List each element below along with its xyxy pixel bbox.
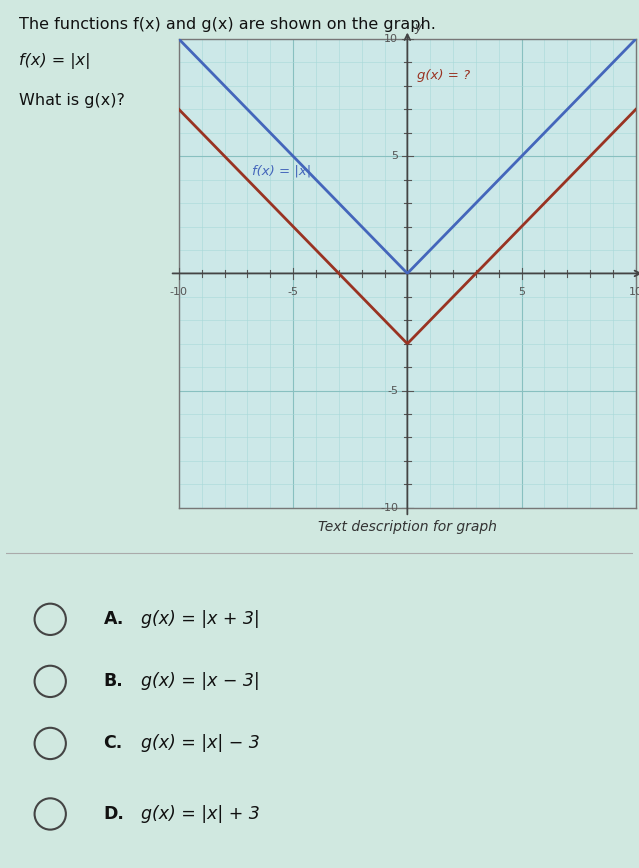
- Text: 5: 5: [518, 287, 525, 298]
- Text: -5: -5: [288, 287, 298, 298]
- Text: g(x) = ?: g(x) = ?: [417, 69, 470, 82]
- Text: 5: 5: [391, 151, 398, 161]
- Text: D.: D.: [104, 805, 125, 823]
- Text: f(x) = |x|: f(x) = |x|: [19, 53, 90, 69]
- Text: C.: C.: [104, 734, 123, 753]
- Text: 10: 10: [384, 34, 398, 44]
- Text: g(x) = |x − 3|: g(x) = |x − 3|: [141, 673, 260, 690]
- Text: g(x) = |x| + 3: g(x) = |x| + 3: [141, 805, 260, 823]
- Text: -10: -10: [380, 503, 398, 513]
- Text: B.: B.: [104, 673, 123, 690]
- Text: g(x) = |x| − 3: g(x) = |x| − 3: [141, 734, 260, 753]
- Text: What is g(x)?: What is g(x)?: [19, 94, 125, 108]
- Text: f(x) = |x|: f(x) = |x|: [252, 165, 311, 178]
- Text: y: y: [414, 21, 422, 34]
- Text: The functions f(x) and g(x) are shown on the graph.: The functions f(x) and g(x) are shown on…: [19, 17, 436, 32]
- Text: g(x) = |x + 3|: g(x) = |x + 3|: [141, 610, 260, 628]
- Text: Text description for graph: Text description for graph: [318, 520, 497, 535]
- Text: -5: -5: [387, 385, 398, 396]
- Text: -10: -10: [170, 287, 188, 298]
- Text: 10: 10: [629, 287, 639, 298]
- Text: A.: A.: [104, 610, 124, 628]
